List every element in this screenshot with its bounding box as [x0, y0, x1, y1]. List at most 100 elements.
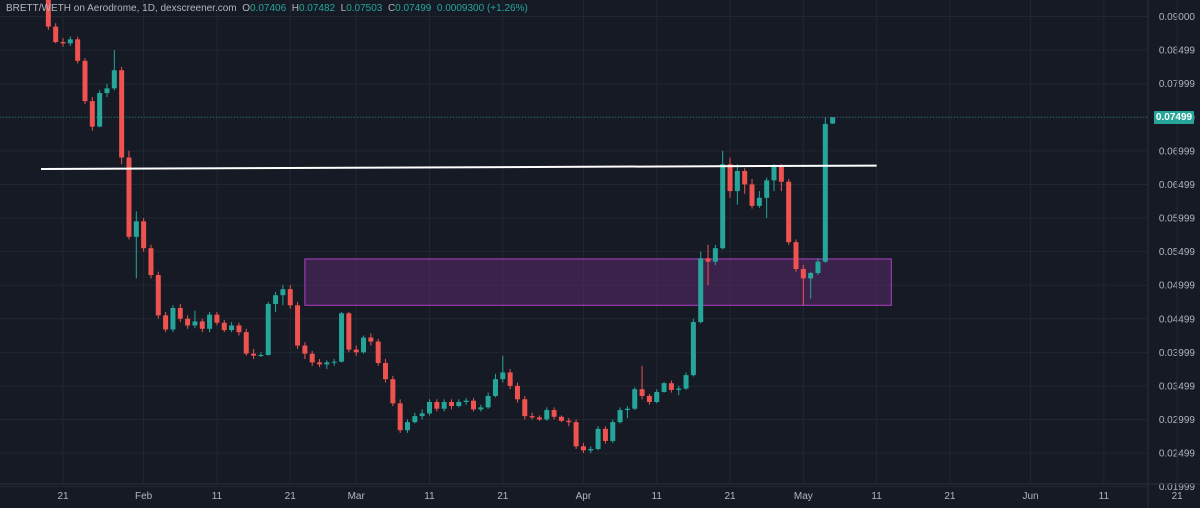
x-tick-label: 21: [724, 491, 736, 502]
candle-body: [427, 401, 432, 414]
candle-body: [448, 401, 454, 407]
candle-body: [566, 420, 572, 423]
candle-body: [111, 70, 117, 89]
x-tick-label: Feb: [135, 491, 153, 502]
candle-body: [60, 42, 66, 44]
candle-body: [317, 362, 323, 365]
candle-body: [126, 157, 132, 237]
last-price-tag: 0.07499: [1154, 110, 1194, 124]
candle-body: [822, 123, 828, 262]
candle-body: [573, 422, 579, 447]
chart-legend-header: BRETT/WETH on Aerodrome, 1D, dexscreener…: [6, 3, 528, 14]
candle-body: [683, 375, 689, 389]
candle-body: [119, 70, 125, 158]
candle-body: [588, 449, 594, 451]
candle-body: [815, 261, 821, 274]
candle-body: [742, 170, 748, 185]
candle-body: [331, 361, 337, 363]
candle-body: [309, 353, 315, 363]
high-value: 0.07482: [298, 3, 336, 14]
candle-body: [830, 117, 836, 124]
candle-body: [346, 313, 352, 350]
candle-body: [273, 295, 279, 304]
candle-body: [485, 395, 491, 408]
candle-body: [265, 303, 271, 355]
candle-body: [199, 321, 205, 329]
candle-body: [808, 273, 814, 279]
candle-body: [339, 313, 345, 362]
candle-body: [390, 379, 396, 404]
candle-body: [771, 166, 777, 181]
candle-body: [536, 417, 542, 420]
resistance-trendline: [41, 164, 877, 170]
candle-body: [617, 410, 623, 423]
candle-body: [207, 314, 213, 329]
candle-body: [749, 184, 755, 206]
x-tick-label: Apr: [576, 491, 592, 502]
candle-body: [361, 337, 367, 353]
candle-body: [778, 166, 784, 182]
candle-body: [595, 428, 601, 450]
high-label: H: [291, 3, 299, 14]
candle-body: [258, 354, 264, 356]
candle-body: [148, 248, 154, 276]
open-value: 0.07406: [249, 3, 287, 14]
candle-body: [155, 275, 161, 316]
x-tick-label: Mar: [348, 491, 366, 502]
candle-body: [654, 391, 660, 402]
candle-body: [368, 337, 374, 342]
candle-body: [236, 325, 242, 333]
candle-body: [280, 289, 286, 296]
candle-body: [756, 197, 762, 206]
candle-body: [632, 389, 638, 409]
candle-body: [229, 325, 235, 331]
candle-body: [302, 345, 308, 354]
candle-body: [75, 39, 81, 61]
candle-body: [624, 408, 630, 411]
candle-body: [470, 400, 476, 410]
candle-body: [221, 322, 227, 331]
candle-body: [690, 322, 696, 376]
candle-body: [67, 39, 73, 44]
candle-body: [544, 410, 550, 420]
x-tick-label: 21: [285, 491, 297, 502]
candle-body: [786, 181, 792, 243]
x-tick-label: Jun: [1022, 491, 1038, 502]
x-tick-label: 21: [57, 491, 69, 502]
candle-body: [45, 0, 51, 27]
candle-body: [104, 88, 110, 94]
candle-body: [251, 353, 257, 356]
candle-body: [514, 385, 520, 400]
candle-body: [734, 170, 740, 192]
candle-body: [500, 372, 506, 380]
candle-body: [141, 221, 147, 249]
candle-body: [82, 60, 88, 102]
x-tick-label: 11: [652, 491, 663, 502]
candle-body: [397, 403, 403, 431]
candle-body: [507, 372, 513, 386]
candle-body: [170, 307, 176, 330]
candle-body: [97, 93, 103, 127]
candle-body: [698, 258, 704, 323]
candle-body: [375, 341, 381, 364]
candle-body: [705, 258, 711, 262]
candle-body: [676, 388, 682, 390]
candle-body: [727, 164, 733, 192]
candle-body: [324, 362, 330, 365]
candle-body: [185, 318, 191, 326]
open-label: O: [242, 3, 250, 14]
x-tick-label: May: [794, 491, 813, 502]
candle-body: [551, 410, 557, 417]
candle-body: [214, 314, 220, 323]
candle-body: [177, 307, 183, 319]
x-tick-label: 21: [1172, 491, 1184, 502]
x-tick-label: 11: [212, 491, 223, 502]
candle-body: [463, 400, 469, 402]
change-value: 0.0009300 (+1.26%): [436, 3, 528, 14]
candle-body: [353, 349, 359, 353]
x-tick-label: 21: [497, 491, 509, 502]
candle-body: [133, 221, 139, 237]
